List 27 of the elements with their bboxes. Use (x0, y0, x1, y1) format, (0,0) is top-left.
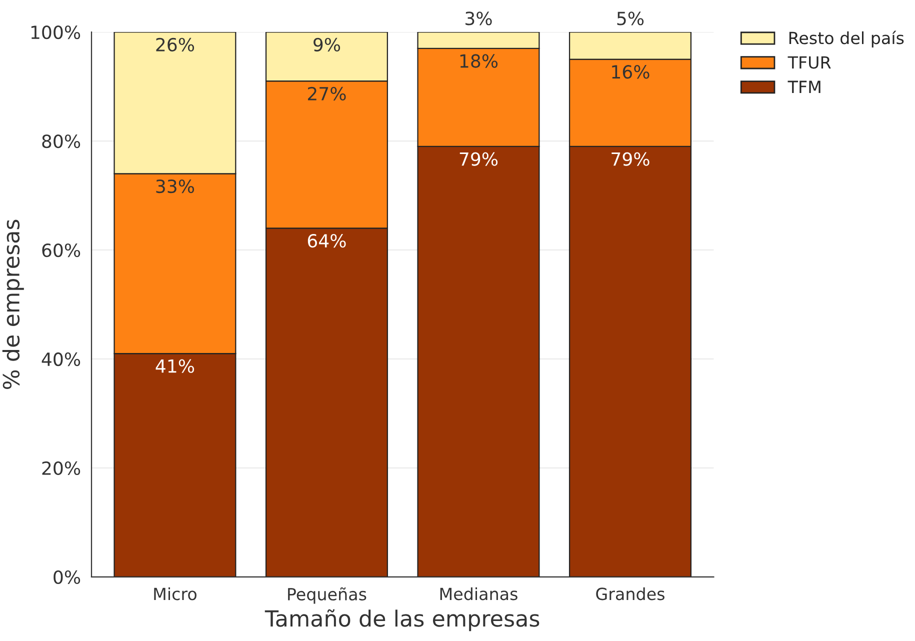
data-label: 64% (308, 234, 346, 248)
data-label: 18% (460, 54, 498, 68)
data-label: 41% (156, 359, 194, 373)
x-tick-label: Pequeñas (288, 587, 366, 604)
data-label: 79% (612, 152, 650, 166)
y-tick-label: 20% (42, 461, 80, 476)
x-tick-label: Medianas (440, 587, 518, 600)
data-label: 26% (156, 38, 194, 52)
y-tick-label: 80% (42, 134, 80, 148)
x-tick-label: Micro (154, 587, 196, 600)
legend-label: Resto del país (789, 30, 904, 48)
data-label: 79% (460, 152, 498, 166)
y-tick-label: 0% (54, 570, 80, 584)
data-label: 9% (314, 38, 340, 52)
x-axis-title: Tamaño de las empresas (264, 609, 540, 632)
y-tick-label: 100% (31, 26, 80, 40)
data-label: 3% (466, 12, 492, 26)
y-tick-label: 40% (42, 352, 80, 366)
data-label: 33% (156, 179, 194, 194)
y-tick-label: 60% (42, 243, 80, 258)
legend-label: TFM (788, 80, 820, 93)
y-axis-title: % de empresas (2, 220, 24, 390)
data-label: 16% (612, 65, 650, 79)
legend-label: TFUR (788, 56, 831, 69)
data-label: 5% (617, 12, 644, 26)
x-tick-label: Grandes (596, 587, 664, 600)
data-label: 27% (308, 86, 346, 101)
